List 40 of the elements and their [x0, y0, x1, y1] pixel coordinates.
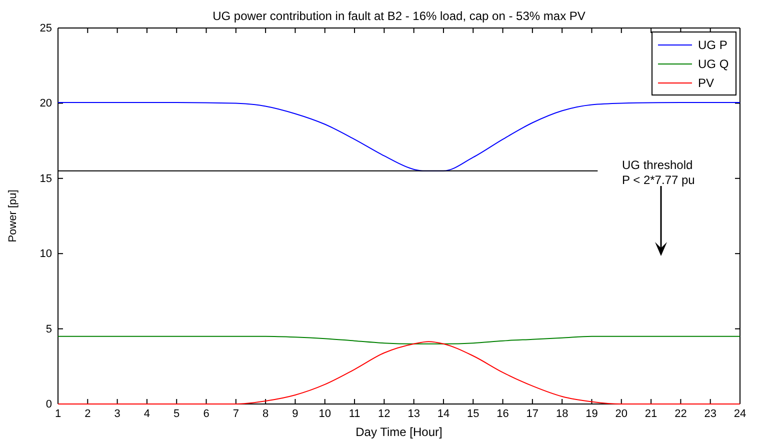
x-tick-label: 5: [174, 408, 180, 420]
legend-label: PV: [698, 76, 714, 90]
x-tick-label: 4: [144, 408, 150, 420]
y-tick-label: 5: [46, 323, 52, 336]
x-tick-label: 21: [644, 408, 658, 420]
x-tick-label: 6: [203, 408, 210, 420]
x-tick-label: 9: [292, 408, 298, 420]
legend-label: UG Q: [698, 57, 729, 71]
y-tick-label: 20: [40, 98, 52, 110]
x-tick-label: 13: [408, 408, 420, 420]
x-axis-title: Day Time [Hour]: [356, 425, 442, 439]
x-tick-label: 10: [318, 408, 331, 420]
x-tick-label: 3: [114, 408, 120, 420]
x-tick-label: 7: [232, 408, 239, 420]
x-tick-label: 17: [526, 408, 539, 420]
x-tick-label: 19: [586, 408, 598, 420]
x-tick-label: 11: [348, 408, 360, 420]
y-tick-label: 15: [40, 172, 52, 185]
x-tick-label: 20: [615, 408, 628, 420]
chart-title: UG power contribution in fault at B2 - 16% load, cap on - 53% max PV: [212, 9, 586, 23]
y-tick-label: 25: [40, 22, 52, 35]
x-tick-label: 2: [84, 408, 91, 420]
x-tick-label: 16: [496, 408, 509, 420]
annotation: UG threshold: [622, 158, 693, 172]
line-series: [58, 102, 740, 172]
x-tick-label: 14: [437, 408, 450, 420]
y-tick-label: 10: [40, 248, 52, 260]
line-series: [58, 336, 740, 344]
x-tick-label: 8: [262, 408, 269, 420]
x-tick-label: 1: [54, 408, 62, 420]
x-tick-label: 18: [556, 408, 568, 420]
x-tick-label: 23: [704, 408, 716, 420]
y-tick-label: 0: [46, 398, 52, 411]
annotation: P < 2*7.77 pu: [622, 173, 695, 187]
x-tick-label: 24: [734, 408, 746, 420]
legend-label: UG P: [698, 38, 728, 52]
y-axis-title: Power [pu]: [7, 190, 19, 242]
x-tick-label: 22: [674, 408, 687, 420]
x-tick-label: 15: [467, 408, 480, 420]
x-tick-label: 12: [378, 408, 390, 420]
